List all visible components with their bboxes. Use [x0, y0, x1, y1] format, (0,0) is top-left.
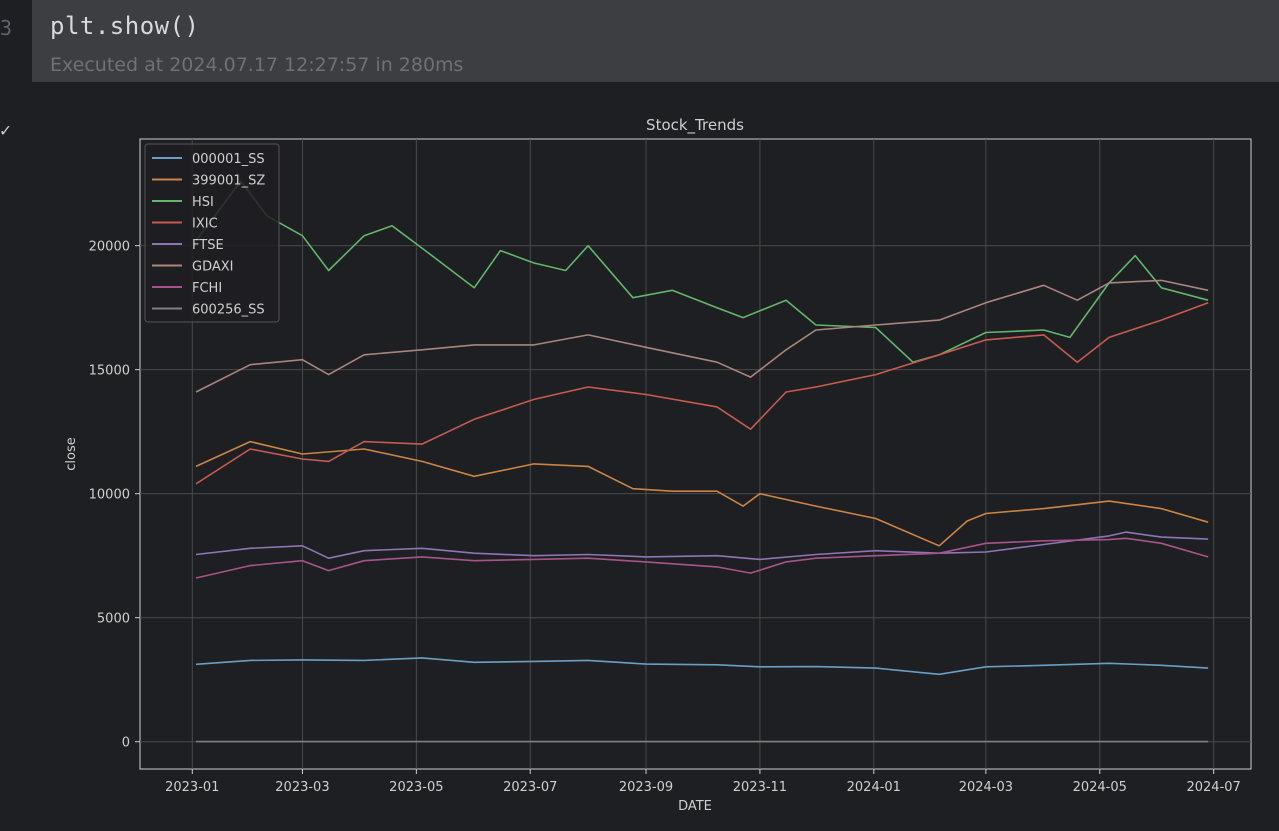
x-tick-label: 2024-01	[847, 780, 901, 795]
x-tick-label: 2023-11	[733, 780, 787, 795]
series-lines	[195, 180, 1209, 743]
legend-label: 399001_SZ	[192, 174, 265, 189]
legend-box	[144, 143, 280, 323]
legend-label: FCHI	[192, 281, 222, 296]
series-line-000001-ss	[195, 657, 1209, 676]
legend-label: FTSE	[192, 238, 224, 253]
x-tick-label: 2023-01	[165, 780, 219, 795]
x-tick-label: 2023-05	[389, 780, 443, 795]
x-axis-ticks: 2023-01 2023-03 2023-05 2023-07 2023-09 2023-…	[165, 769, 1241, 795]
x-tick-label: 2023-07	[503, 780, 557, 795]
x-tick-label: 2024-07	[1186, 780, 1240, 795]
series-line-399001-sz	[195, 440, 1209, 547]
x-tick-label: 2023-09	[619, 780, 673, 795]
y-tick-label: 5000	[97, 612, 130, 627]
series-line-ixic	[195, 301, 1209, 485]
y-axis-label: close	[64, 437, 79, 470]
y-tick-label: 10000	[89, 488, 130, 503]
cell-output: 2023-01 2023-03 2023-05 2023-07 2023-09 2023-…	[32, 82, 1279, 831]
execution-status: Executed at 2024.07.17 12:27:57 in 280ms	[50, 54, 464, 76]
chart-legend: 000001_SS 399001_SZ HSI IXIC FTSE GDAXI FCHI 60…	[144, 143, 280, 323]
y-tick-label: 0	[122, 736, 130, 751]
cell-number: 3	[0, 16, 13, 40]
legend-label: 000001_SS	[192, 152, 265, 167]
y-tick-label: 20000	[89, 240, 130, 255]
legend-label: GDAXI	[192, 260, 234, 275]
series-line-hsi	[195, 180, 1209, 364]
x-axis-label: DATE	[678, 799, 712, 814]
series-line-fchi	[195, 537, 1209, 579]
legend-label: 600256_SS	[192, 303, 265, 318]
code-cell[interactable]: plt.show() Executed at 2024.07.17 12:27:…	[32, 0, 1279, 82]
series-line-ftse	[195, 531, 1209, 561]
y-axis-ticks: 0 5000 10000 15000 20000	[89, 240, 140, 751]
legend-label: IXIC	[192, 217, 218, 232]
y-tick-label: 15000	[89, 364, 130, 379]
stock-trends-chart: 2023-01 2023-03 2023-05 2023-07 2023-09 2023-…	[64, 116, 1252, 814]
execution-check-icon: ✓	[0, 120, 11, 141]
x-tick-label: 2024-05	[1073, 780, 1127, 795]
legend-label: HSI	[192, 195, 214, 210]
code-line[interactable]: plt.show()	[50, 12, 200, 40]
series-line-gdaxi	[195, 279, 1209, 393]
x-tick-label: 2023-03	[275, 780, 329, 795]
cell-gutter: 3 ✓	[0, 0, 32, 831]
x-tick-label: 2024-03	[959, 780, 1013, 795]
chart-title: Stock_Trends	[646, 116, 744, 135]
grid-lines	[140, 139, 1251, 769]
